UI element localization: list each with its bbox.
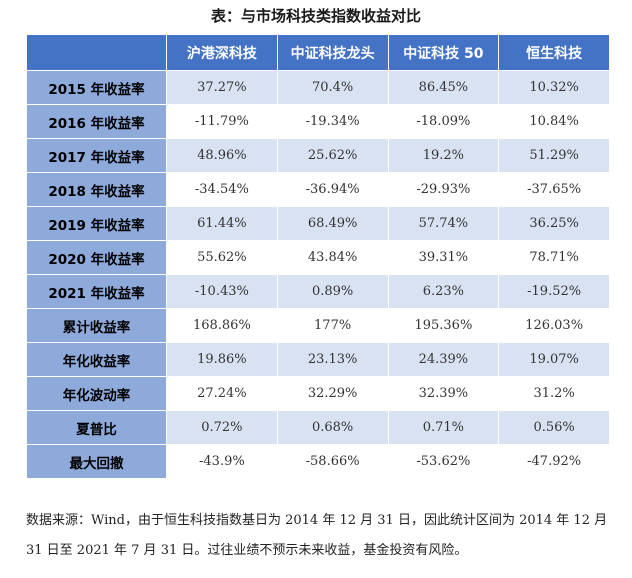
table-cell: -10.43% [166, 274, 278, 309]
table-cell: 27.24% [166, 376, 278, 411]
row-label: 夏普比 [26, 410, 167, 445]
table-cell: 86.45% [387, 70, 500, 105]
table-cell: 57.74% [387, 206, 500, 241]
table-cell: 39.31% [387, 240, 500, 275]
table-cell: -11.79% [166, 104, 278, 139]
table-cell: 70.4% [276, 70, 389, 105]
table-cell: 31.2% [498, 376, 610, 411]
table-cell: -18.09% [387, 104, 500, 139]
table-cell: -34.54% [166, 172, 278, 207]
table-cell: 61.44% [166, 206, 278, 241]
table-cell: -43.9% [166, 444, 278, 479]
table-cell: -58.66% [276, 444, 389, 479]
row-label: 2015 年收益率 [26, 70, 167, 105]
table-cell: 126.03% [498, 308, 610, 343]
table-row: 2018 年收益率 -34.54% -36.94% -29.93% -37.65% [26, 172, 610, 207]
table-cell: 0.68% [276, 410, 389, 445]
header-row: 沪港深科技 中证科技龙头 中证科技 50 恒生科技 [26, 34, 610, 71]
table-cell: 55.62% [166, 240, 278, 275]
table-cell: 25.62% [276, 138, 389, 173]
table-cell: 68.49% [276, 206, 389, 241]
table-cell: 32.29% [276, 376, 389, 411]
table-cell: 51.29% [498, 138, 610, 173]
table-cell: 36.25% [498, 206, 610, 241]
table-cell: 0.89% [276, 274, 389, 309]
column-header: 恒生科技 [498, 34, 610, 71]
table-cell: 168.86% [166, 308, 278, 343]
row-label: 年化收益率 [26, 342, 167, 377]
table-cell: 6.23% [387, 274, 500, 309]
table-body: 2015 年收益率 37.27% 70.4% 86.45% 10.32% 2016 年收益… [26, 70, 610, 479]
table-cell: 19.86% [166, 342, 278, 377]
table-cell: 195.36% [387, 308, 500, 343]
table-row: 2020 年收益率 55.62% 43.84% 39.31% 78.71% [26, 240, 610, 275]
table-cell: 19.07% [498, 342, 610, 377]
row-label: 2018 年收益率 [26, 172, 167, 207]
table-row: 年化波动率 27.24% 32.29% 32.39% 31.2% [26, 376, 610, 411]
column-header: 中证科技龙头 [276, 34, 389, 71]
table-cell: 0.72% [166, 410, 278, 445]
row-label: 2019 年收益率 [26, 206, 167, 241]
row-label: 年化波动率 [26, 376, 167, 411]
row-label: 最大回撤 [26, 444, 167, 479]
row-label: 2021 年收益率 [26, 274, 167, 309]
table-cell: -53.62% [387, 444, 500, 479]
table-row: 夏普比 0.72% 0.68% 0.71% 0.56% [26, 410, 610, 445]
table-row: 2015 年收益率 37.27% 70.4% 86.45% 10.32% [26, 70, 610, 105]
source-note: 数据来源：Wind，由于恒生科技指数基日为 2014 年 12 月 31 日，因… [26, 513, 608, 558]
table-cell: -36.94% [276, 172, 389, 207]
table-row: 2019 年收益率 61.44% 68.49% 57.74% 36.25% [26, 206, 610, 241]
table-row: 最大回撤 -43.9% -58.66% -53.62% -47.92% [26, 444, 610, 479]
column-header: 沪港深科技 [166, 34, 278, 71]
table-cell: 37.27% [166, 70, 278, 105]
table-cell: -19.34% [276, 104, 389, 139]
table-row: 累计收益率 168.86% 177% 195.36% 126.03% [26, 308, 610, 343]
table-row: 2021 年收益率 -10.43% 0.89% 6.23% -19.52% [26, 274, 610, 309]
table-row: 2016 年收益率 -11.79% -19.34% -18.09% 10.84% [26, 104, 610, 139]
table-cell: 177% [276, 308, 389, 343]
table-cell: 78.71% [498, 240, 610, 275]
table-cell: 19.2% [387, 138, 500, 173]
header-corner-cell [26, 34, 167, 71]
comparison-table: 沪港深科技 中证科技龙头 中证科技 50 恒生科技 2015 年收益率 37.27… [26, 34, 610, 479]
table-cell: -29.93% [387, 172, 500, 207]
row-label: 2017 年收益率 [26, 138, 167, 173]
table-row: 年化收益率 19.86% 23.13% 24.39% 19.07% [26, 342, 610, 377]
column-header: 中证科技 50 [387, 34, 500, 71]
table-cell: -37.65% [498, 172, 610, 207]
row-label: 累计收益率 [26, 308, 167, 343]
table-title: 表：与市场科技类指数收益对比 [210, 7, 421, 25]
table-cell: 23.13% [276, 342, 389, 377]
table-cell: 24.39% [387, 342, 500, 377]
table-cell: 43.84% [276, 240, 389, 275]
table-cell: -19.52% [498, 274, 610, 309]
table-cell: 10.32% [498, 70, 610, 105]
row-label: 2020 年收益率 [26, 240, 167, 275]
table-cell: -47.92% [498, 444, 610, 479]
table-cell: 0.71% [387, 410, 500, 445]
table-header: 沪港深科技 中证科技龙头 中证科技 50 恒生科技 [26, 34, 610, 71]
row-label: 2016 年收益率 [26, 104, 167, 139]
table-row: 2017 年收益率 48.96% 25.62% 19.2% 51.29% [26, 138, 610, 173]
table-cell: 32.39% [387, 376, 500, 411]
table-cell: 10.84% [498, 104, 610, 139]
table-cell: 0.56% [498, 410, 610, 445]
table-cell: 48.96% [166, 138, 278, 173]
